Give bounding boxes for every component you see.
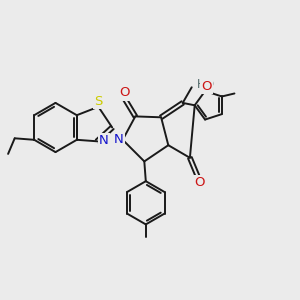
Text: S: S [94,95,103,108]
Text: O: O [120,86,130,100]
Text: O: O [201,80,212,93]
Text: O: O [195,176,205,189]
Text: N: N [99,134,109,147]
Text: HO: HO [197,78,215,92]
Text: N: N [114,133,124,146]
